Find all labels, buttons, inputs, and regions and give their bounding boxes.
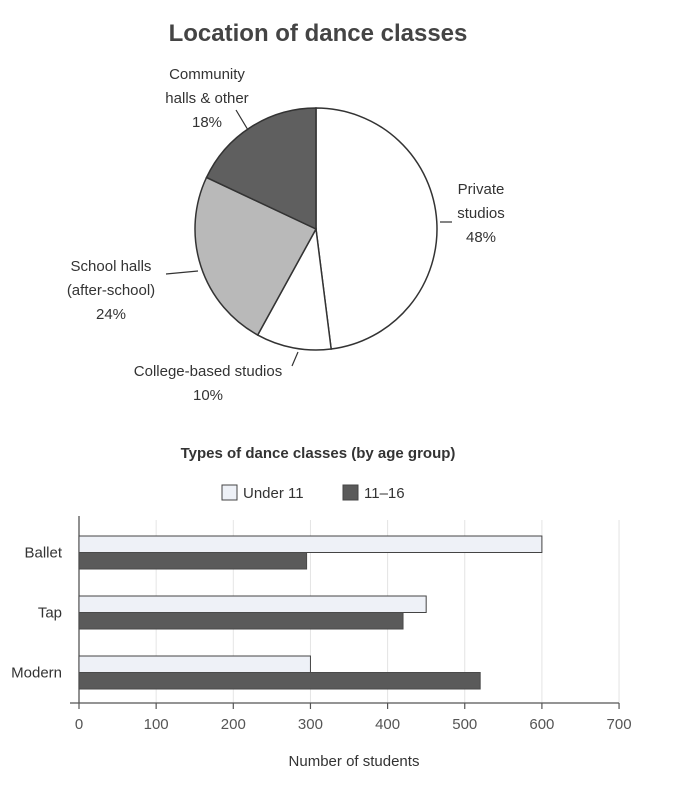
legend: Under 11 11–16: [221, 484, 405, 502]
slice-percent: 10%: [193, 387, 223, 404]
x-axis-label: Number of students: [289, 753, 420, 770]
pie-slice: [256, 226, 333, 351]
bar-modern-under-11: [78, 655, 311, 673]
x-tick-label: 100: [144, 716, 169, 733]
slice-label: studios: [457, 205, 505, 222]
leader-line: [235, 109, 249, 131]
leader-line: [165, 270, 199, 275]
bar-tap-under-11: [78, 595, 427, 613]
slice-label: Community: [169, 66, 245, 83]
category-label: Tap: [38, 605, 62, 622]
bar-modern-11-16: [78, 672, 481, 690]
pie-slice: [315, 107, 438, 350]
slice-percent: 24%: [96, 306, 126, 323]
legend-label: Under 11: [243, 485, 304, 502]
slice-label: halls & other: [165, 90, 248, 107]
legend-swatch: [342, 484, 359, 501]
pie-slice: [194, 176, 318, 337]
bar-tap-11-16: [78, 612, 404, 630]
slice-label: School halls: [71, 258, 152, 275]
slice-label: Private: [458, 181, 505, 198]
category-label: Ballet: [24, 545, 62, 562]
x-tick-label: 200: [221, 716, 246, 733]
x-tick-label: 400: [375, 716, 400, 733]
pie-slice: [205, 107, 317, 231]
leader-line: [291, 351, 299, 367]
slice-label: College-based studios: [134, 363, 282, 380]
x-tick-label: 500: [452, 716, 477, 733]
x-tick-label: 700: [607, 716, 632, 733]
category-label: Modern: [11, 665, 62, 682]
slice-percent: 48%: [466, 229, 496, 246]
bar-ballet-11-16: [78, 552, 308, 570]
bar-chart: 0 100 200 300 400 500 600 700 Ballet Tap Modern: [11, 516, 632, 733]
legend-label: 11–16: [364, 485, 405, 502]
legend-swatch: [221, 484, 238, 501]
x-tick-label: 600: [529, 716, 554, 733]
bar-title: Types of dance classes (by age group): [181, 445, 456, 462]
slice-label: (after-school): [67, 282, 155, 299]
bar-ballet-under-11: [78, 535, 543, 553]
x-tick-label: 0: [75, 716, 83, 733]
pie-title: Location of dance classes: [169, 20, 468, 47]
x-tick-label: 300: [298, 716, 323, 733]
pie-chart: Private studios 48% College-based studios 10…: [67, 66, 505, 404]
slice-percent: 18%: [192, 114, 222, 131]
